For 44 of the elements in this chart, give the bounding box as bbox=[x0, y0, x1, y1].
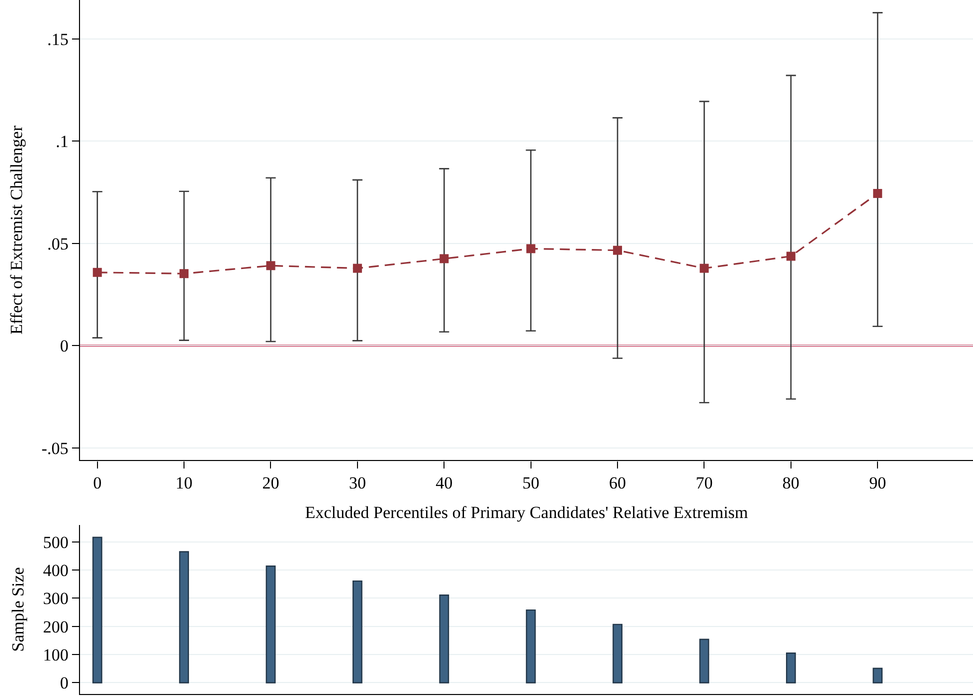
x-tick-label: 70 bbox=[696, 474, 713, 493]
bar bbox=[179, 551, 189, 684]
point bbox=[352, 264, 362, 273]
bar bbox=[266, 566, 276, 684]
bar bbox=[439, 594, 450, 684]
x-tick-label: 20 bbox=[262, 474, 280, 493]
bar bbox=[92, 536, 102, 684]
y-tick-label: .15 bbox=[47, 30, 68, 49]
bar bbox=[526, 609, 536, 684]
x-tick-label: 40 bbox=[436, 474, 453, 493]
y-tick-label: 0 bbox=[60, 674, 68, 693]
y-tick-label: .1 bbox=[56, 132, 68, 152]
bar bbox=[352, 580, 362, 684]
point bbox=[526, 244, 536, 254]
x-tick-label: 30 bbox=[348, 474, 366, 493]
point bbox=[266, 261, 276, 270]
point bbox=[180, 269, 189, 278]
y-tick-label: 200 bbox=[42, 617, 68, 636]
bar bbox=[699, 638, 710, 684]
y-tick-label: 500 bbox=[42, 532, 68, 552]
point bbox=[92, 268, 102, 277]
y-tick-label: 400 bbox=[42, 561, 68, 580]
y-tick-label: 0 bbox=[60, 336, 68, 356]
bar bbox=[786, 652, 796, 684]
x-tick-label: 50 bbox=[522, 474, 540, 493]
y-tick-label: 100 bbox=[42, 646, 68, 665]
point bbox=[613, 246, 622, 255]
point bbox=[700, 264, 709, 273]
y-axis-title: Sample Size bbox=[8, 567, 28, 652]
y-tick-label: .05 bbox=[47, 234, 68, 254]
point bbox=[786, 252, 796, 261]
x-tick-label: 60 bbox=[609, 474, 626, 493]
x-axis-title: Excluded Percentiles of Primary Candidates' Relative Extremism bbox=[304, 503, 748, 522]
bar bbox=[612, 624, 622, 684]
bar bbox=[872, 668, 883, 684]
y-tick-label: -.05 bbox=[42, 438, 68, 458]
point bbox=[440, 254, 449, 264]
x-tick-label: 90 bbox=[869, 474, 886, 493]
x-tick-label: 80 bbox=[782, 474, 800, 493]
y-tick-label: 300 bbox=[42, 589, 68, 608]
y-axis-title: Effect of Extremist Challenger bbox=[7, 125, 26, 334]
point bbox=[873, 188, 882, 198]
x-tick-label: 10 bbox=[176, 474, 193, 493]
x-tick-label: 0 bbox=[93, 474, 102, 493]
